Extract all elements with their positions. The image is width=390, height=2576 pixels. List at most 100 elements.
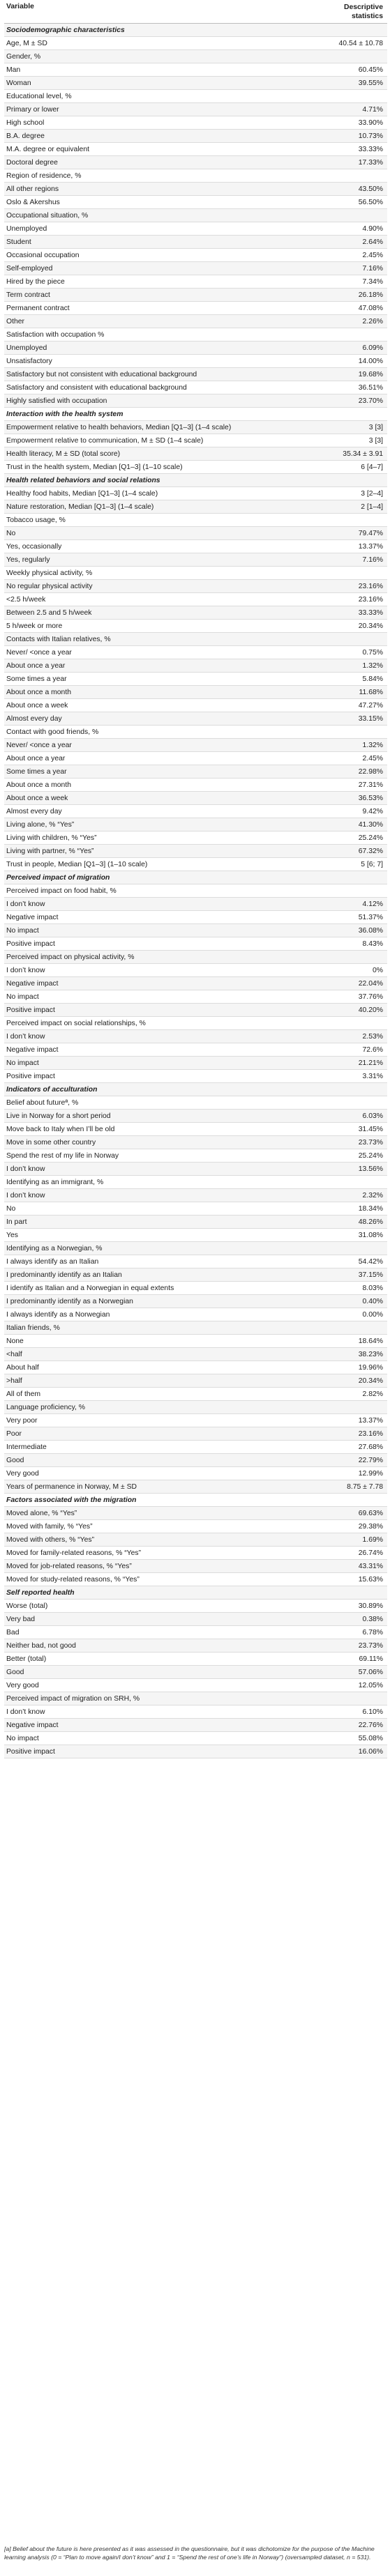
variable-label: I don’t know xyxy=(6,1192,45,1199)
variable-label: <half xyxy=(6,1351,22,1358)
statistic-value: 36.51% xyxy=(358,384,383,392)
statistic-value: 3 [3] xyxy=(368,437,383,445)
variable-label: Unemployed xyxy=(6,344,47,352)
table-row: Man 60.45% xyxy=(4,63,387,77)
statistic-value: 55.08% xyxy=(358,1735,383,1742)
table-row: B.A. degree 10.73% xyxy=(4,130,387,143)
variable-label: M.A. degree or equivalent xyxy=(6,146,89,153)
variable-label: No impact xyxy=(6,1059,39,1067)
variable-label: Tobacco usage, % xyxy=(6,516,66,524)
table-row: Woman 39.55% xyxy=(4,77,387,90)
variable-label: No xyxy=(6,530,16,537)
statistic-value: 14.00% xyxy=(358,358,383,365)
table-row: Moved for job-related reasons, % “Yes” 43… xyxy=(4,1560,387,1573)
statistic-value: 8.03% xyxy=(362,1285,383,1292)
table-row: About once a year 2.45% xyxy=(4,752,387,765)
section-title: Factors associated with the migration xyxy=(6,1496,137,1504)
variable-label: Empowerment relative to communication, M… xyxy=(6,437,204,445)
variable-label: Satisfactory and consistent with educati… xyxy=(6,384,187,392)
variable-label: Positive impact xyxy=(6,1073,55,1080)
statistic-value: 12.05% xyxy=(358,1682,383,1689)
variable-label: Intermediate xyxy=(6,1443,47,1451)
table-row: Negative impact 22.76% xyxy=(4,1719,387,1732)
variable-label: No impact xyxy=(6,927,39,935)
table-row: Moved with family, % “Yes” 29.38% xyxy=(4,1520,387,1533)
statistic-value: 56.50% xyxy=(358,199,383,206)
statistic-value: 19.96% xyxy=(358,1364,383,1372)
statistic-value: 22.76% xyxy=(358,1722,383,1729)
statistic-value: 0.40% xyxy=(362,1298,383,1305)
table-row: Unsatisfactory 14.00% xyxy=(4,355,387,368)
table-row: Very bad 0.38% xyxy=(4,1613,387,1626)
statistic-value: 41.30% xyxy=(358,821,383,829)
table-row: I don’t know 2.53% xyxy=(4,1030,387,1043)
table-row: Very good 12.05% xyxy=(4,1679,387,1692)
variable-label: Perceived impact on physical activity, % xyxy=(6,953,135,961)
variable-label: >half xyxy=(6,1377,22,1385)
variable-label: Very good xyxy=(6,1682,39,1689)
variable-label: Living alone, % “Yes” xyxy=(6,821,75,829)
statistic-value: 25.24% xyxy=(358,834,383,842)
variable-label: Move back to Italy when I’ll be old xyxy=(6,1126,115,1133)
statistic-value: 26.74% xyxy=(358,1549,383,1557)
statistic-value: 4.12% xyxy=(362,900,383,908)
variable-label: Age, M ± SD xyxy=(6,40,47,47)
variable-label: Live in Norway for a short period xyxy=(6,1112,111,1120)
table-row: Trust in the health system, Median [Q1–3… xyxy=(4,461,387,474)
variable-label: Man xyxy=(6,66,21,74)
statistic-value: 15.63% xyxy=(358,1576,383,1584)
table-row: M.A. degree or equivalent 33.33% xyxy=(4,143,387,156)
variable-label: No xyxy=(6,1205,16,1213)
statistic-value: 30.89% xyxy=(358,1602,383,1610)
variable-label: No impact xyxy=(6,993,39,1001)
section-header-row: Health related behaviors and social rela… xyxy=(4,474,387,487)
table-row: Italian friends, % xyxy=(4,1321,387,1335)
variable-label: Good xyxy=(6,1669,24,1676)
variable-label: I predominantly identify as an Italian xyxy=(6,1271,122,1279)
table-row: Weekly physical activity, % xyxy=(4,567,387,580)
variable-label: Permanent contract xyxy=(6,305,70,312)
section-header-row: Factors associated with the migration xyxy=(4,1494,387,1507)
table-row: No regular physical activity 23.16% xyxy=(4,580,387,593)
table-row: Neither bad, not good 23.73% xyxy=(4,1639,387,1653)
statistic-value: 8.75 ± 7.78 xyxy=(347,1483,383,1491)
table-row: Identifying as an immigrant, % xyxy=(4,1176,387,1189)
statistic-value: 19.68% xyxy=(358,371,383,378)
statistic-value: 6.09% xyxy=(362,344,383,352)
variable-label: Spend the rest of my life in Norway xyxy=(6,1152,119,1160)
table-row: No impact 36.08% xyxy=(4,924,387,937)
table-row: Yes, regularly 7.16% xyxy=(4,553,387,567)
variable-label: Moved for study-related reasons, % “Yes” xyxy=(6,1576,140,1584)
statistic-value: 11.68% xyxy=(359,689,383,696)
table-row: Empowerment relative to communication, M… xyxy=(4,434,387,447)
statistic-value: 21.21% xyxy=(358,1059,383,1067)
table-row: Perceived impact of migration on SRH, % xyxy=(4,1692,387,1705)
statistic-value: 38.23% xyxy=(358,1351,383,1358)
statistic-value: 20.34% xyxy=(358,1377,383,1385)
statistic-value: 2.64% xyxy=(362,238,383,246)
statistic-value: 7.16% xyxy=(362,556,383,564)
variable-label: Neither bad, not good xyxy=(6,1642,76,1650)
table-row: Some times a year 22.98% xyxy=(4,765,387,779)
variable-label: I don’t know xyxy=(6,1033,45,1041)
section-title: Interaction with the health system xyxy=(6,411,123,418)
table-row: Almost every day 33.15% xyxy=(4,712,387,726)
table-row: Belief about futureª, % xyxy=(4,1096,387,1110)
section-header-row: Self reported health xyxy=(4,1586,387,1600)
table-row: Satisfactory but not consistent with edu… xyxy=(4,368,387,381)
variable-label: Unsatisfactory xyxy=(6,358,52,365)
statistic-value: 7.16% xyxy=(362,265,383,273)
variable-label: I identify as Italian and a Norwegian in… xyxy=(6,1285,174,1292)
variable-label: Years of permanence in Norway, M ± SD xyxy=(6,1483,137,1491)
section-title: Indicators of acculturation xyxy=(6,1086,98,1094)
variable-label: Better (total) xyxy=(6,1655,47,1663)
variable-label: Negative impact xyxy=(6,914,59,921)
statistic-value: 27.68% xyxy=(358,1443,383,1451)
table-row: Moved for study-related reasons, % “Yes”… xyxy=(4,1573,387,1586)
section-header-row: Perceived impact of migration xyxy=(4,871,387,884)
variable-label: Yes xyxy=(6,1232,18,1239)
table-row: Bad 6.78% xyxy=(4,1626,387,1639)
table-row: Term contract 26.18% xyxy=(4,289,387,302)
table-row: No impact 21.21% xyxy=(4,1057,387,1070)
table-row: Intermediate 27.68% xyxy=(4,1441,387,1454)
